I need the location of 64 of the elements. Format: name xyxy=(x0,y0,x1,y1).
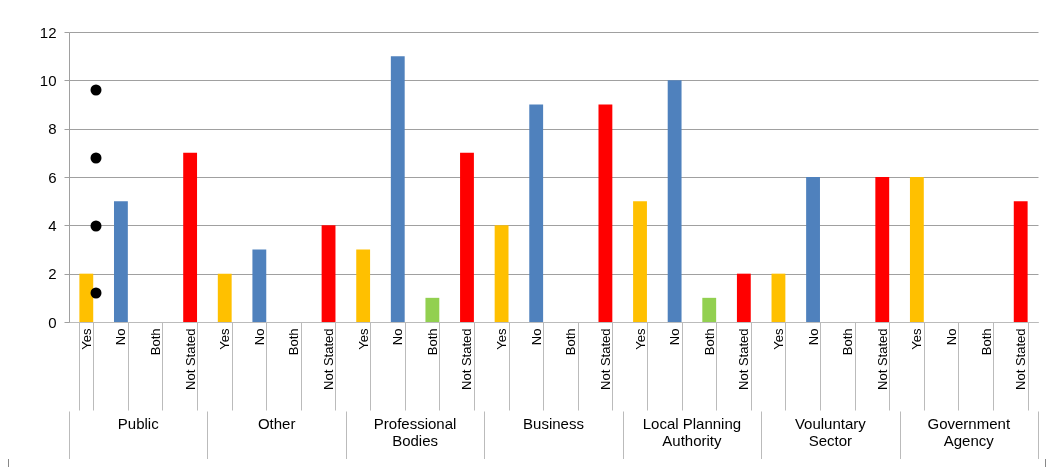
bar xyxy=(217,273,232,322)
y-tick-label: 12 xyxy=(39,23,57,41)
bar xyxy=(806,177,820,322)
x-tick-label: Yes xyxy=(909,328,925,350)
text: Professional Bodies xyxy=(373,415,457,449)
bar xyxy=(425,297,440,322)
bar xyxy=(113,201,128,322)
x-tick-label: No xyxy=(943,328,959,346)
bar xyxy=(356,249,371,322)
bar xyxy=(909,177,924,322)
x-tick-label: Yes xyxy=(632,328,648,350)
x-tick-label: Both xyxy=(286,328,302,356)
text: Local Planning Authority xyxy=(642,415,742,449)
x-tick-label: Yes xyxy=(494,328,510,350)
bar xyxy=(1013,201,1028,322)
bar xyxy=(771,273,786,322)
text: Government Agency xyxy=(927,415,1011,449)
x-tick-label: Not Stated xyxy=(1013,328,1029,390)
bar xyxy=(529,104,544,322)
x-tick-label: Yes xyxy=(770,328,786,350)
y-tick-label: 8 xyxy=(48,120,57,138)
y-tick-label: 4 xyxy=(48,216,57,234)
x-tick-label: Not Stated xyxy=(459,328,475,390)
bar xyxy=(875,177,890,322)
x-tick-label: Not Stated xyxy=(874,328,890,390)
y-tick-label: 10 xyxy=(39,71,57,89)
bar xyxy=(667,80,682,322)
x-tick-label: Yes xyxy=(355,328,371,350)
x-tick-label: Both xyxy=(840,328,856,356)
y-tick-label: 2 xyxy=(48,265,57,283)
bar xyxy=(460,152,474,322)
x-tick-label: Yes xyxy=(78,328,94,350)
x-tick-label: Both xyxy=(148,328,164,356)
bar xyxy=(252,249,267,322)
x-tick-label: Not Stated xyxy=(736,328,752,390)
text: Public xyxy=(117,415,160,432)
bar xyxy=(390,56,405,322)
bar xyxy=(494,225,509,322)
x-tick-label: No xyxy=(667,328,683,346)
x-tick-label: Not Stated xyxy=(321,328,337,390)
bar xyxy=(79,273,94,322)
bar xyxy=(598,104,613,322)
text: Other xyxy=(257,415,296,432)
x-tick-label: No xyxy=(805,328,821,346)
bar xyxy=(702,297,717,322)
x-tick-label: Not Stated xyxy=(182,328,198,390)
bar xyxy=(321,225,336,322)
x-tick-label: Both xyxy=(978,328,994,356)
y-tick-label: 0 xyxy=(48,313,57,331)
x-tick-label: Both xyxy=(424,328,440,356)
text: Business xyxy=(523,415,584,432)
bar xyxy=(736,273,751,322)
x-tick-label: No xyxy=(528,328,544,346)
bar xyxy=(183,152,198,322)
x-tick-label: No xyxy=(390,328,406,346)
x-tick-label: No xyxy=(251,328,267,346)
x-tick-label: Both xyxy=(701,328,717,356)
x-tick-label: Both xyxy=(563,328,579,356)
bar xyxy=(633,201,647,322)
text: Vouluntary Sector xyxy=(794,415,867,449)
x-tick-label: Not Stated xyxy=(597,328,613,390)
x-tick-label: No xyxy=(113,328,129,346)
y-tick-label: 6 xyxy=(48,168,57,186)
x-tick-label: Yes xyxy=(217,328,233,350)
